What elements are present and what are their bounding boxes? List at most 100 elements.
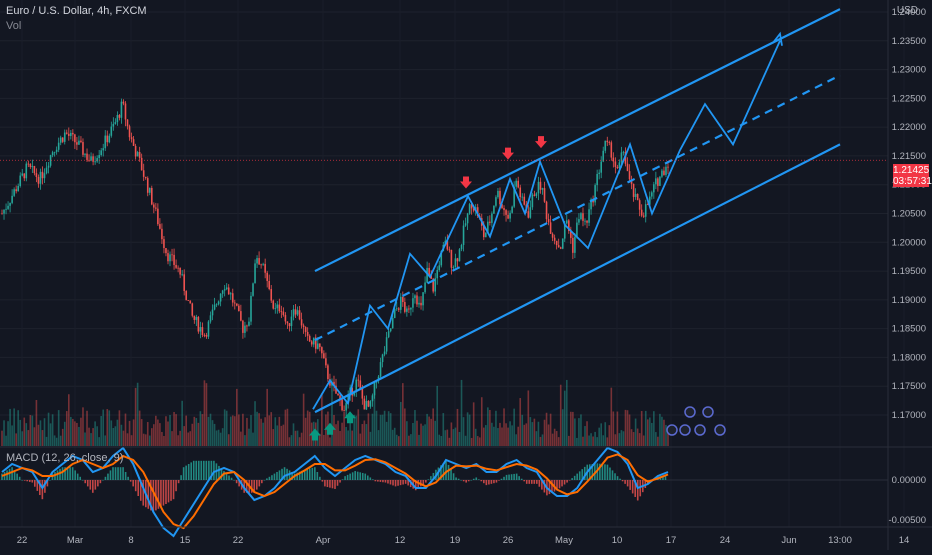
channel-upper-line — [314, 8, 841, 273]
macd-histogram-bar — [223, 471, 225, 480]
macd-histogram-bar — [483, 480, 485, 484]
candle-body — [596, 173, 598, 186]
candle-body — [389, 328, 392, 332]
candle-body — [221, 290, 224, 294]
buy-arrow-icon — [324, 422, 336, 435]
macd-histogram-bar — [581, 469, 584, 480]
macd-histogram-bar — [142, 480, 145, 506]
candlesticks — [1, 98, 669, 418]
volume-bar — [292, 423, 295, 446]
volume-bar — [37, 424, 40, 446]
volume-bar — [559, 384, 562, 446]
macd-histogram-bar — [372, 479, 374, 480]
candle-body — [246, 325, 248, 327]
candle-body — [337, 393, 339, 396]
volume-bar — [122, 430, 125, 446]
volume-bar — [353, 414, 356, 446]
volume-bar — [240, 431, 242, 446]
macd-histogram-bar — [190, 462, 193, 480]
candle-body — [288, 323, 291, 327]
volume-bar — [63, 421, 66, 446]
volume-bar — [602, 435, 605, 446]
candle-body — [535, 193, 538, 196]
candle-body — [248, 321, 250, 326]
macd-histogram-bar — [533, 480, 536, 484]
candle-body — [207, 321, 210, 337]
candle-body — [55, 149, 58, 152]
macd-histogram-bar — [563, 480, 566, 485]
volume-bar — [333, 414, 335, 446]
volume-bar — [169, 415, 171, 446]
candle-body — [217, 301, 220, 305]
volume-bar — [233, 416, 236, 446]
volume-bar — [527, 390, 530, 446]
macd-histogram-bar — [283, 467, 286, 480]
macd-histogram-bar — [278, 470, 281, 480]
y-tick-label: 1.19500 — [892, 266, 926, 277]
candle-body — [438, 265, 441, 271]
macd-histogram-bar — [33, 480, 36, 487]
candle-body — [636, 193, 639, 201]
volume-bar — [43, 418, 46, 446]
macd-histogram-bar — [616, 476, 619, 480]
x-tick-label: 12 — [395, 535, 406, 546]
macd-line — [1, 446, 669, 538]
macd-histogram-bar — [69, 467, 71, 480]
volume-label: Vol — [6, 20, 22, 32]
volume-bar — [61, 428, 64, 446]
volume-bar — [31, 415, 34, 446]
candle-body — [223, 289, 226, 291]
candle-body — [29, 164, 32, 168]
candle-body — [296, 310, 299, 315]
macd-histogram-bar — [266, 478, 268, 480]
macd-histogram-bar — [447, 464, 450, 480]
volume-bar — [385, 421, 388, 446]
drawings[interactable] — [309, 8, 841, 441]
candle-body — [250, 295, 252, 322]
macd-histogram-bar — [119, 467, 122, 480]
volume-bar — [296, 430, 299, 446]
volume-bar — [561, 409, 564, 446]
volume-bar — [468, 414, 471, 446]
candle-body — [515, 180, 517, 187]
volume-bar — [667, 428, 669, 446]
candle-body — [454, 258, 457, 268]
candle-body — [424, 282, 426, 293]
volume-bar — [138, 410, 141, 446]
candle-body — [165, 248, 167, 254]
volume-bar — [153, 424, 155, 446]
candle-body — [434, 278, 437, 292]
macd-histogram-bar — [450, 469, 452, 480]
candle-body — [231, 293, 234, 303]
candle-body — [493, 205, 495, 214]
volume-bar — [620, 430, 623, 446]
macd-histogram-bar — [175, 480, 177, 492]
volume-bar — [144, 434, 147, 446]
volume-bar — [580, 414, 582, 446]
candle-body — [634, 193, 637, 197]
candle-body — [618, 162, 621, 169]
y-tick-label: 1.20000 — [892, 237, 926, 248]
volume-bar — [195, 418, 198, 446]
volume-bar — [27, 430, 30, 446]
candle-body — [450, 249, 453, 268]
y-tick-label: 1.20500 — [892, 209, 926, 220]
volume-bar — [563, 390, 566, 446]
macd-histogram-bar — [510, 474, 513, 480]
volume-bar — [106, 409, 109, 446]
currency-label[interactable]: USD — [896, 5, 918, 16]
candle-body — [339, 395, 341, 400]
candle-body — [120, 101, 123, 118]
candle-body — [470, 204, 473, 209]
volume-bar — [211, 420, 214, 446]
candle-body — [521, 196, 524, 198]
candle-body — [262, 263, 264, 265]
candle-body — [96, 158, 98, 162]
volume-bar — [404, 408, 406, 446]
candle-body — [410, 307, 412, 310]
event-icon — [666, 424, 678, 436]
volume-bar — [472, 402, 475, 446]
candle-body — [432, 278, 434, 292]
